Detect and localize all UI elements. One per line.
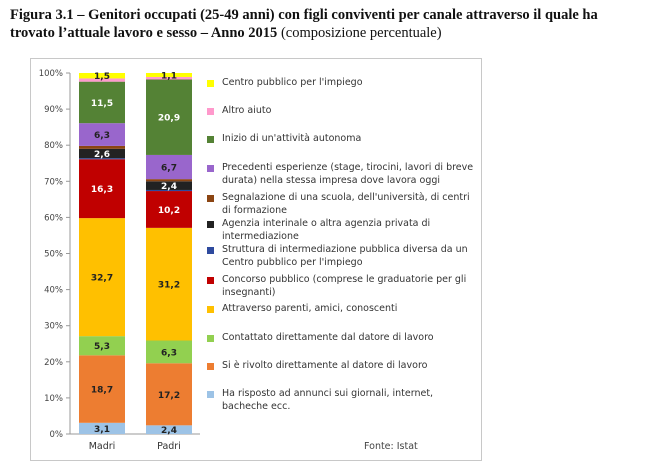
bar-data-label: 32,7 (91, 274, 113, 284)
chart-frame (30, 58, 482, 461)
bar-segment (79, 422, 125, 434)
legend-label: Segnalazione di una scuola, dell'univers… (222, 192, 470, 216)
y-tick-label: 60% (44, 213, 63, 223)
bar-segment (146, 73, 192, 77)
legend-label: Contattato direttamente dal datore di la… (222, 332, 434, 343)
legend-swatch (207, 221, 214, 228)
bar-segment (146, 191, 192, 228)
y-tick-label: 40% (44, 286, 63, 296)
legend-label: Precedenti esperienze (stage, tirocini, … (222, 162, 474, 186)
legend-item: Centro pubblico per l'impiego (207, 77, 477, 90)
bar-data-label: 10,2 (158, 206, 180, 216)
bar-data-label: 5,3 (94, 342, 110, 352)
bar-segment (146, 363, 192, 426)
legend-item: Precedenti esperienze (stage, tirocini, … (207, 162, 477, 187)
bar-segment (146, 189, 192, 192)
legend-swatch (207, 277, 214, 284)
bar-segment (146, 340, 192, 364)
legend-item: Si è rivolto direttamente al datore di l… (207, 360, 477, 373)
legend-label: Attraverso parenti, amici, conoscenti (222, 303, 398, 314)
chart-title-normal: (composizione percentuale) (277, 25, 442, 41)
bar-segment (79, 123, 125, 146)
y-tick-label: 10% (44, 394, 63, 404)
bar-data-label: 6,3 (94, 131, 110, 141)
legend-label: Inizio di un'attività autonoma (222, 133, 362, 144)
legend-swatch (207, 247, 214, 254)
legend-label: Si è rivolto direttamente al datore di l… (222, 360, 428, 371)
legend-label: Struttura di intermediazione pubblica di… (222, 244, 468, 268)
bar-data-label: 17,2 (158, 391, 180, 401)
source-note: Fonte: Istat (364, 441, 418, 452)
legend-label: Altro aiuto (222, 105, 272, 116)
bar-data-label: 31,2 (158, 281, 180, 291)
legend-swatch (207, 335, 214, 342)
legend-item: Segnalazione di una scuola, dell'univers… (207, 192, 477, 217)
y-tick-label: 20% (44, 358, 63, 368)
legend-swatch (207, 80, 214, 87)
legend-swatch (207, 165, 214, 172)
legend-swatch (207, 363, 214, 370)
legend-swatch (207, 136, 214, 143)
bar-data-label: 2,6 (94, 150, 110, 160)
y-tick-label: 100% (39, 69, 63, 79)
bar-segment (79, 148, 125, 159)
legend-swatch (207, 391, 214, 398)
bar-data-label: 20,9 (158, 114, 180, 124)
legend-label: Centro pubblico per l'impiego (222, 77, 363, 88)
bar-segment (146, 179, 192, 182)
y-tick-label: 0% (50, 430, 64, 440)
x-category-label: Padri (157, 441, 181, 452)
legend-swatch (207, 306, 214, 313)
legend-item: Altro aiuto (207, 105, 477, 118)
y-tick-label: 70% (44, 177, 63, 187)
bar-segment (79, 145, 125, 149)
y-tick-label: 50% (44, 250, 63, 260)
bar-data-label: 1,5 (94, 72, 110, 82)
chart-title: Figura 3.1 – Genitori occupati (25-49 an… (10, 6, 640, 42)
legend-item: Contattato direttamente dal datore di la… (207, 332, 477, 345)
legend-item: Inizio di un'attività autonoma (207, 133, 477, 146)
bar-segment (79, 158, 125, 160)
bar-segment (146, 227, 192, 341)
legend-label: Agenzia interinale o altra agenzia priva… (222, 218, 431, 242)
bar-segment (146, 154, 192, 180)
legend-label: Concorso pubblico (comprese le graduator… (222, 274, 467, 298)
bar-segment (79, 336, 125, 356)
bar-data-label: 2,4 (161, 426, 177, 436)
bar-segment (79, 355, 125, 423)
bar-segment (79, 218, 125, 337)
legend-item: Concorso pubblico (comprese le graduator… (207, 274, 477, 299)
legend-label: Ha risposto ad annunci sui giornali, int… (222, 388, 434, 412)
bar-segment (146, 425, 192, 434)
bar-segment (146, 76, 192, 80)
legend-swatch (207, 108, 214, 115)
legend-item: Ha risposto ad annunci sui giornali, int… (207, 388, 477, 413)
bar-segment (79, 73, 125, 79)
bar-data-label: 3,1 (94, 425, 110, 435)
bar-segment (79, 81, 125, 124)
bar-data-label: 16,3 (91, 185, 113, 195)
legend-item: Struttura di intermediazione pubblica di… (207, 244, 477, 269)
x-category-label: Madri (89, 441, 116, 452)
bar-segment (79, 159, 125, 219)
bar-data-label: 1,1 (161, 71, 177, 81)
bar-data-label: 18,7 (91, 386, 113, 396)
chart-title-bold: Figura 3.1 – Genitori occupati (25-49 an… (10, 7, 598, 41)
y-tick-label: 90% (44, 105, 63, 115)
legend-swatch (207, 195, 214, 202)
bar-segment (146, 181, 192, 190)
y-tick-label: 30% (44, 322, 63, 332)
bar-data-label: 6,7 (161, 164, 177, 174)
bar-data-label: 11,5 (91, 99, 113, 109)
bar-data-label: 2,4 (161, 182, 177, 192)
bar-segment (146, 79, 192, 155)
bar-segment (79, 78, 125, 82)
legend-item: Agenzia interinale o altra agenzia priva… (207, 218, 477, 243)
legend-item: Attraverso parenti, amici, conoscenti (207, 303, 477, 316)
y-tick-label: 80% (44, 141, 63, 151)
bar-data-label: 6,3 (161, 348, 177, 358)
